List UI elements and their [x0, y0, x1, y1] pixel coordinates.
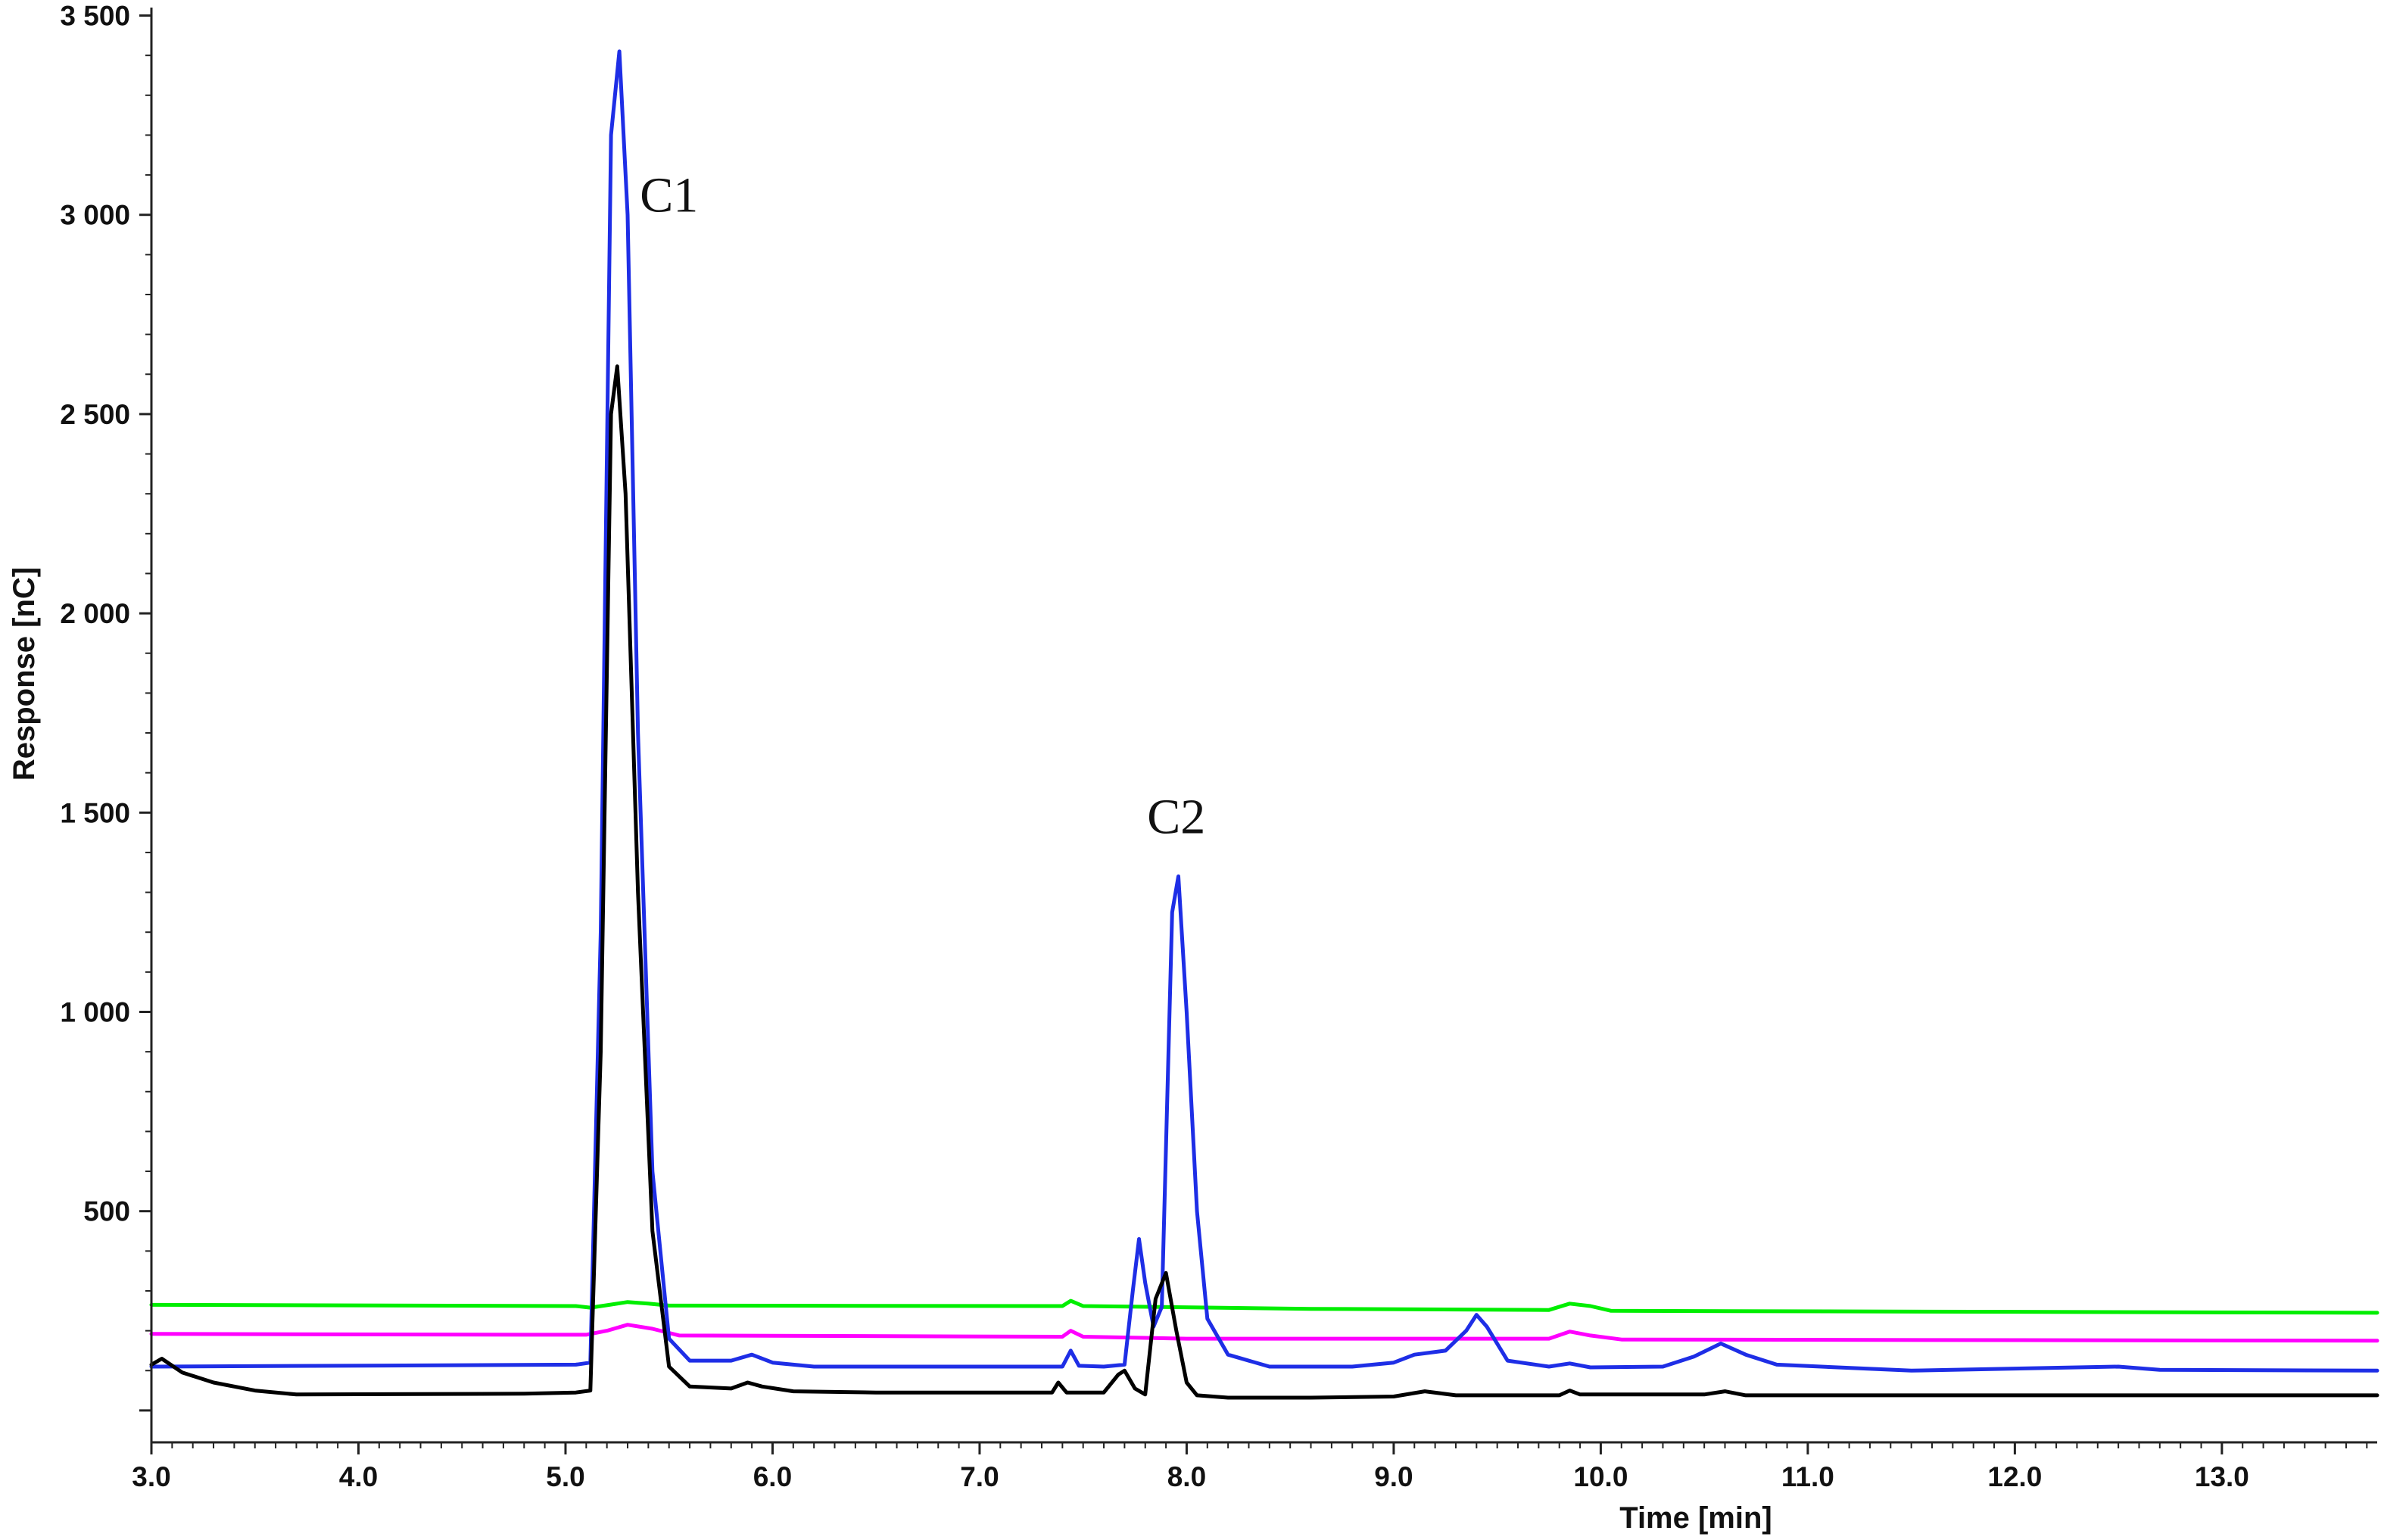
- x-tick-label: 6.0: [753, 1461, 792, 1492]
- x-tick-label: 13.0: [2195, 1461, 2249, 1492]
- x-tick-label: 10.0: [1573, 1461, 1628, 1492]
- x-tick-label: 8.0: [1167, 1461, 1206, 1492]
- series-line: [149, 49, 2379, 1373]
- y-tick-label: 2 000: [60, 598, 130, 629]
- series-line: [149, 1323, 2379, 1343]
- x-tick-label: 12.0: [1987, 1461, 2042, 1492]
- x-tick-label: 5.0: [546, 1461, 584, 1492]
- series-line: [149, 364, 2379, 1400]
- x-axis-title: Time [min]: [1619, 1501, 1772, 1535]
- x-tick-label: 11.0: [1781, 1461, 1834, 1492]
- y-tick-label: 3 500: [60, 1, 130, 32]
- x-tick-label: 4.0: [339, 1461, 378, 1492]
- x-axis-ticks: 3.0 4.0 5.0 6.0 7.0 8.0 9.0 10.0 11.0 12.0 13.0: [132, 1442, 2368, 1492]
- y-tick-label: 2 500: [60, 399, 130, 430]
- series-layer: [149, 49, 2379, 1400]
- y-tick-label: 1 000: [60, 997, 130, 1028]
- y-axis-title: Response [nC]: [8, 567, 41, 781]
- y-axis-ticks: 500 1 000 1 500 2 000 2 500 3 000 3 500: [60, 1, 151, 1412]
- peak-label: C1: [640, 167, 698, 223]
- x-tick-label: 3.0: [132, 1461, 170, 1492]
- y-tick-label: 1 500: [60, 797, 130, 828]
- series-line: [149, 1298, 2379, 1315]
- x-tick-label: 7.0: [960, 1461, 999, 1492]
- y-tick-label: 3 000: [60, 200, 130, 231]
- peak-annotations: C1 C2: [640, 167, 1205, 844]
- peak-label: C2: [1147, 790, 1205, 845]
- axes-layer: [150, 8, 2377, 1444]
- x-tick-label: 9.0: [1374, 1461, 1413, 1492]
- y-tick-label: 500: [83, 1196, 130, 1227]
